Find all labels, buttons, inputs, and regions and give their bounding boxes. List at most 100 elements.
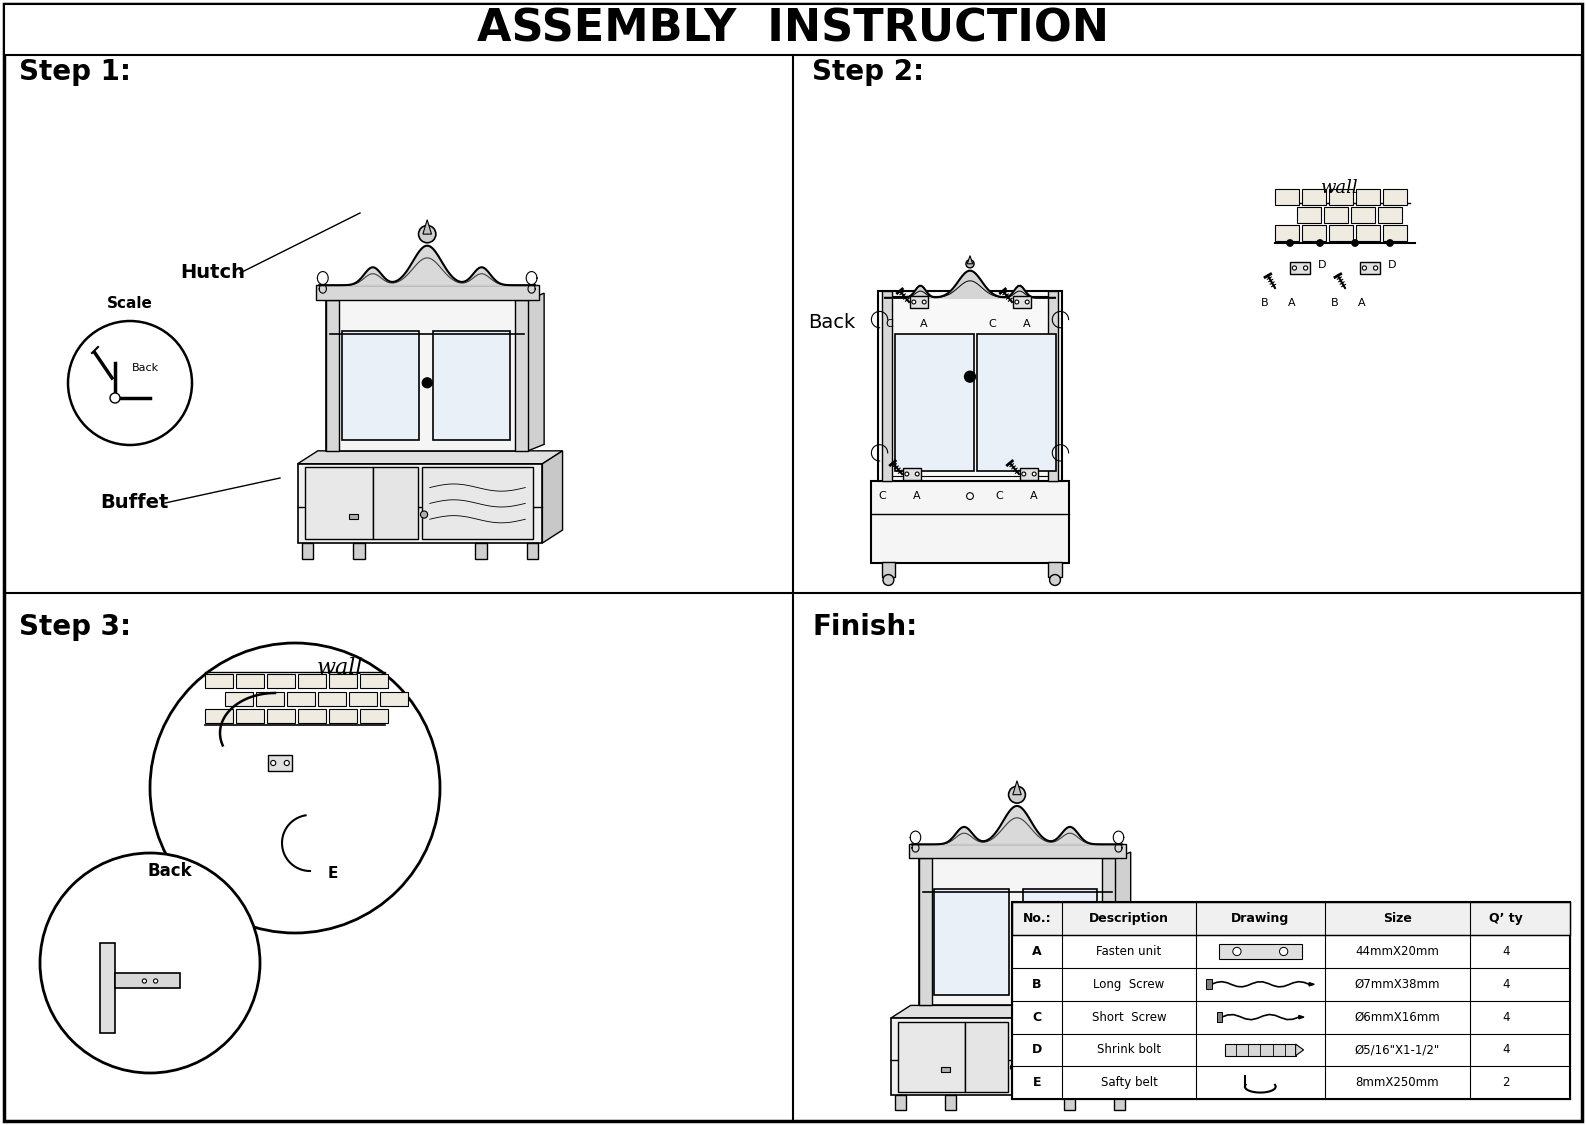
Bar: [527, 543, 538, 559]
Polygon shape: [1207, 980, 1212, 989]
Polygon shape: [1115, 852, 1131, 1006]
Circle shape: [284, 760, 289, 765]
Text: Back: Back: [132, 363, 159, 374]
Bar: [328, 709, 357, 723]
Polygon shape: [116, 973, 179, 988]
Bar: [268, 755, 292, 771]
Circle shape: [1286, 240, 1294, 246]
Bar: [1023, 889, 1098, 994]
Text: C: C: [988, 319, 996, 328]
Circle shape: [1050, 575, 1061, 585]
Bar: [205, 709, 233, 723]
Text: C: C: [1032, 1010, 1042, 1024]
Text: Q’ ty: Q’ ty: [1489, 912, 1523, 925]
Circle shape: [420, 511, 428, 519]
Text: A: A: [1288, 298, 1296, 308]
Bar: [298, 464, 542, 543]
Bar: [1289, 262, 1310, 274]
Bar: [1356, 225, 1380, 241]
Text: 4: 4: [1502, 945, 1510, 958]
Bar: [1383, 225, 1407, 241]
Text: A: A: [1032, 945, 1042, 958]
Circle shape: [912, 300, 915, 304]
Bar: [1013, 296, 1031, 308]
Bar: [1275, 189, 1299, 205]
Bar: [1324, 207, 1348, 223]
Circle shape: [966, 260, 974, 268]
Polygon shape: [542, 451, 563, 543]
Bar: [476, 543, 487, 559]
Polygon shape: [528, 294, 544, 451]
Bar: [236, 674, 263, 688]
Bar: [909, 845, 1126, 858]
Bar: [1224, 1044, 1296, 1055]
Circle shape: [964, 371, 975, 382]
Polygon shape: [100, 943, 116, 1033]
Circle shape: [915, 472, 920, 476]
Circle shape: [1373, 266, 1378, 270]
Text: Short  Screw: Short Screw: [1091, 1010, 1166, 1024]
Polygon shape: [967, 255, 972, 263]
Text: ASSEMBLY  INSTRUCTION: ASSEMBLY INSTRUCTION: [477, 8, 1109, 51]
Circle shape: [1293, 266, 1296, 270]
Bar: [266, 674, 295, 688]
Text: C: C: [879, 490, 887, 501]
Circle shape: [1010, 1064, 1018, 1071]
Bar: [1351, 207, 1375, 223]
Text: Step 1:: Step 1:: [19, 58, 132, 87]
Text: Back: Back: [147, 862, 192, 880]
Bar: [343, 331, 419, 440]
Bar: [918, 858, 931, 1006]
Bar: [1378, 207, 1402, 223]
Text: 4: 4: [1502, 978, 1510, 991]
Text: Safty belt: Safty belt: [1101, 1077, 1158, 1089]
Bar: [1361, 262, 1380, 274]
Bar: [298, 709, 327, 723]
Text: Ø7mmX38mm: Ø7mmX38mm: [1354, 978, 1440, 991]
Text: A: A: [1023, 319, 1031, 328]
Bar: [515, 299, 528, 451]
Bar: [373, 467, 417, 539]
Bar: [1102, 858, 1115, 1006]
Bar: [891, 1018, 1129, 1095]
Bar: [895, 1095, 906, 1110]
Bar: [910, 296, 928, 308]
Bar: [5, 4, 1581, 55]
Bar: [895, 334, 974, 471]
Text: A: A: [914, 490, 921, 501]
Bar: [977, 334, 1056, 471]
Bar: [305, 467, 373, 539]
Polygon shape: [1296, 1044, 1304, 1055]
Text: Long  Screw: Long Screw: [1093, 978, 1164, 991]
Circle shape: [1316, 240, 1323, 246]
Text: Size: Size: [1383, 912, 1412, 925]
Bar: [1297, 207, 1321, 223]
Bar: [1218, 944, 1302, 958]
Bar: [1048, 561, 1061, 577]
Bar: [942, 1066, 950, 1072]
Text: 44mmX20mm: 44mmX20mm: [1354, 945, 1439, 958]
Text: A: A: [1031, 490, 1037, 501]
Circle shape: [1304, 266, 1308, 270]
Circle shape: [883, 575, 895, 585]
Text: Finish:: Finish:: [812, 613, 917, 641]
Polygon shape: [298, 451, 563, 463]
Circle shape: [40, 853, 260, 1073]
Bar: [964, 1022, 1007, 1091]
Text: Fasten unit: Fasten unit: [1096, 945, 1161, 958]
Bar: [1012, 902, 1570, 1099]
Circle shape: [151, 644, 439, 933]
Text: A: A: [1358, 298, 1366, 308]
Bar: [918, 858, 1115, 1006]
Bar: [328, 674, 357, 688]
Bar: [898, 1022, 964, 1091]
Text: E: E: [1032, 1077, 1042, 1089]
Bar: [349, 514, 358, 520]
Circle shape: [906, 472, 909, 476]
Bar: [327, 299, 339, 451]
Bar: [1275, 225, 1299, 241]
Text: B: B: [1261, 298, 1269, 308]
Circle shape: [154, 979, 157, 983]
Bar: [433, 331, 509, 440]
Bar: [266, 709, 295, 723]
